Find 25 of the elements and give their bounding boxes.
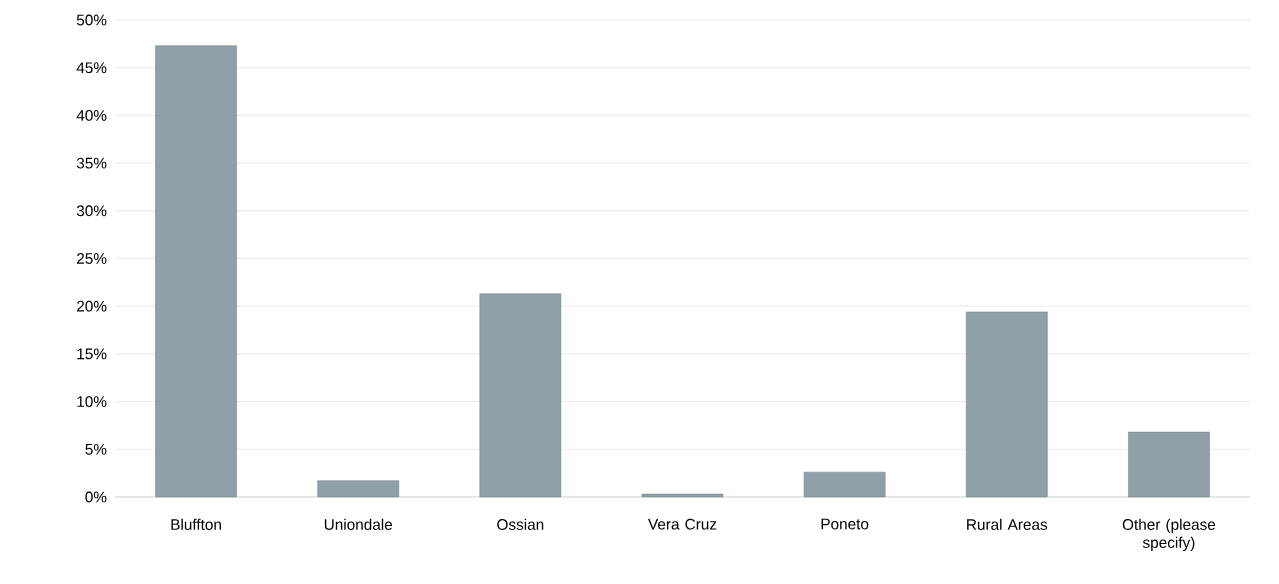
x-tick-label: Bluffton: [171, 518, 221, 530]
y-tick-label: 25%: [77, 253, 107, 264]
y-tick-label: 20%: [77, 300, 107, 312]
y-tick-label: 45%: [76, 62, 107, 74]
x-tick-label: Ossian: [497, 518, 544, 530]
x-tick-label: Vera Cruz: [648, 518, 717, 530]
x-tick-label: Uniondale: [324, 518, 393, 530]
bar: [479, 293, 562, 498]
bar: [803, 471, 886, 498]
y-tick-label: 5%: [85, 443, 107, 455]
y-tick-label: 10%: [77, 396, 107, 408]
x-tick-label: Poneto: [821, 518, 869, 530]
y-tick-label: 35%: [76, 157, 107, 169]
y-tick-label: 30%: [76, 205, 107, 217]
y-tick-label: 0%: [85, 491, 107, 503]
y-tick-label: 50%: [76, 14, 107, 26]
x-tick-label: Other (please specify): [1122, 518, 1216, 552]
x-tick-label: Rural Areas: [967, 518, 1048, 530]
bar: [155, 45, 237, 498]
bar: [317, 480, 400, 498]
bar: [965, 311, 1048, 498]
y-tick-label: 15%: [77, 348, 107, 360]
y-tick-label: 40%: [76, 109, 107, 121]
bar: [1128, 431, 1210, 498]
bar: [641, 493, 724, 498]
